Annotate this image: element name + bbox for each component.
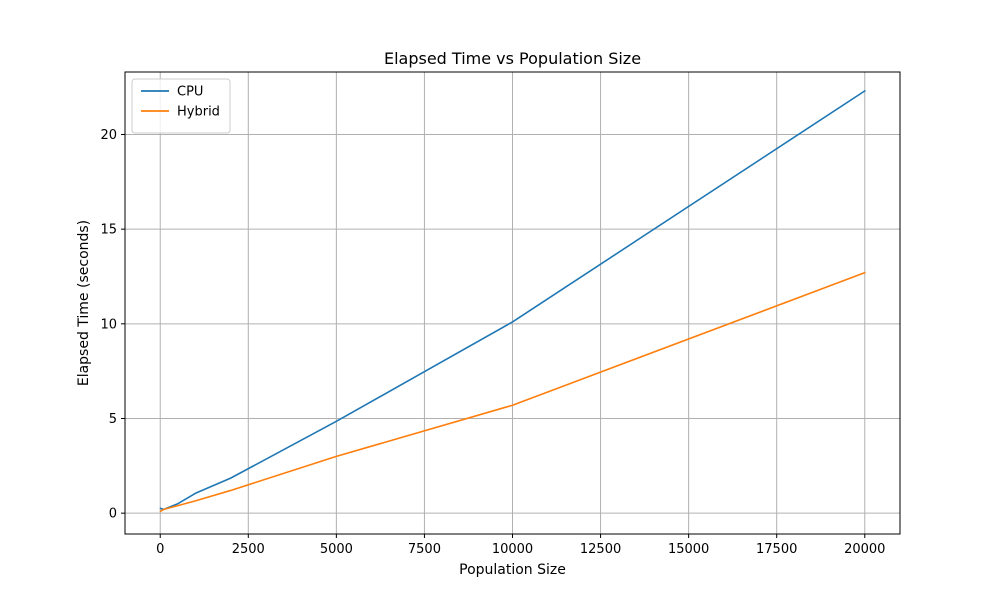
x-tick-label: 10000 (492, 542, 533, 557)
x-tick-label: 20000 (844, 542, 885, 557)
series-line-hybrid (159, 271, 866, 513)
legend-box (131, 78, 231, 134)
y-tick-label: 0 (109, 507, 117, 522)
x-tick-label: 17500 (756, 542, 797, 557)
legend-label-cpu: CPU (177, 85, 203, 100)
x-tick-label: 7500 (408, 542, 441, 557)
x-tick-label: 12500 (580, 542, 621, 557)
x-tick-label: 0 (156, 542, 164, 557)
ticks: 0 2500 5000 7500 10000 12500 15000 17500 20000 0 5… (100, 128, 885, 557)
x-tick-label: 5000 (320, 542, 353, 557)
y-tick-label: 10 (100, 317, 117, 332)
y-tick-label: 15 (100, 223, 117, 238)
x-tick-label: 2500 (232, 542, 265, 557)
legend-label-hybrid: Hybrid (177, 105, 220, 120)
x-tick-label: 15000 (668, 542, 709, 557)
y-tick-label: 5 (109, 412, 117, 427)
y-axis-title: Elapsed Time (seconds) (76, 220, 92, 386)
chart-title: Elapsed Time vs Population Size (384, 49, 641, 68)
legend: CPU Hybrid (131, 78, 231, 134)
y-tick-label: 20 (100, 128, 117, 143)
series-lines (159, 89, 866, 513)
x-axis-title: Population Size (459, 562, 566, 578)
